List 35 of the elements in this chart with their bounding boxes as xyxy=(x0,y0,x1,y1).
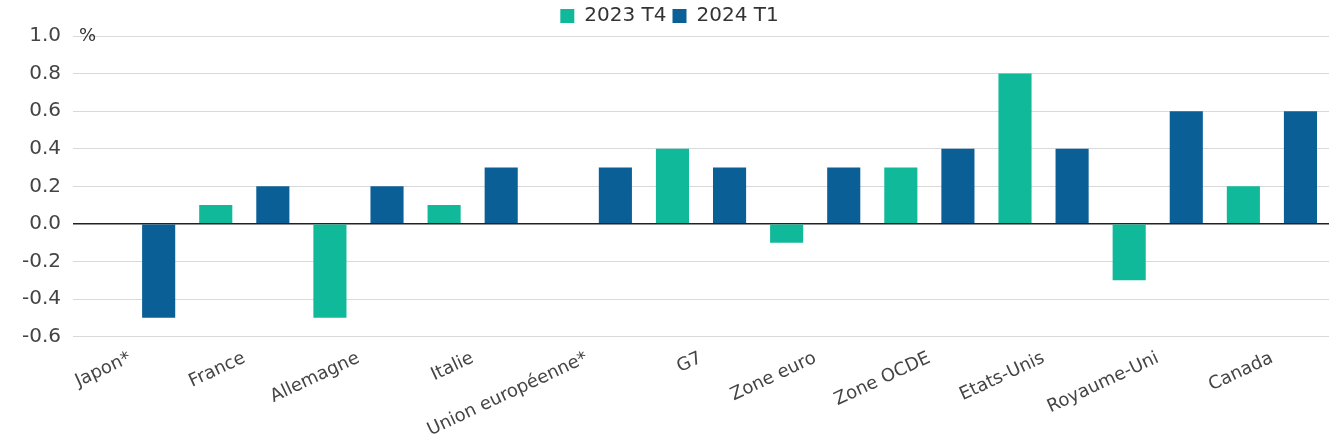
bar xyxy=(1226,186,1260,224)
y-tick-label: -0.6 xyxy=(21,322,62,347)
bar xyxy=(827,167,861,224)
bar xyxy=(713,167,747,224)
bar xyxy=(1112,224,1146,281)
bar xyxy=(370,186,404,224)
y-tick-label: -0.4 xyxy=(21,285,62,310)
bar xyxy=(884,167,918,224)
bar xyxy=(941,148,975,224)
x-tick-label: Zone euro xyxy=(726,346,819,405)
y-tick-label: 0.4 xyxy=(29,134,62,159)
bar xyxy=(770,224,804,243)
y-tick-label: 1.0 xyxy=(29,22,62,47)
bar xyxy=(142,224,176,318)
y-tick-label: 0.6 xyxy=(29,97,62,122)
bar xyxy=(1055,148,1089,224)
legend-label: 2023 T4 xyxy=(584,2,667,27)
bar xyxy=(199,205,233,224)
y-tick-label: 0.0 xyxy=(29,210,62,235)
bar xyxy=(427,205,461,224)
y-tick-label: -0.2 xyxy=(21,247,62,272)
bar xyxy=(1283,111,1318,224)
legend-label: 2024 T1 xyxy=(696,2,779,27)
x-tick-label: G7 xyxy=(672,346,705,376)
y-tick-label: 0.2 xyxy=(29,172,62,197)
y-axis-title: % xyxy=(79,23,97,45)
bar xyxy=(484,167,518,224)
bar xyxy=(655,148,690,224)
bar xyxy=(256,186,290,224)
bar xyxy=(313,224,347,318)
bar xyxy=(998,73,1032,224)
bar xyxy=(598,167,632,224)
y-tick-label: 0.8 xyxy=(29,59,62,84)
x-tick-label: Italie xyxy=(427,346,477,385)
bar xyxy=(1169,111,1203,224)
